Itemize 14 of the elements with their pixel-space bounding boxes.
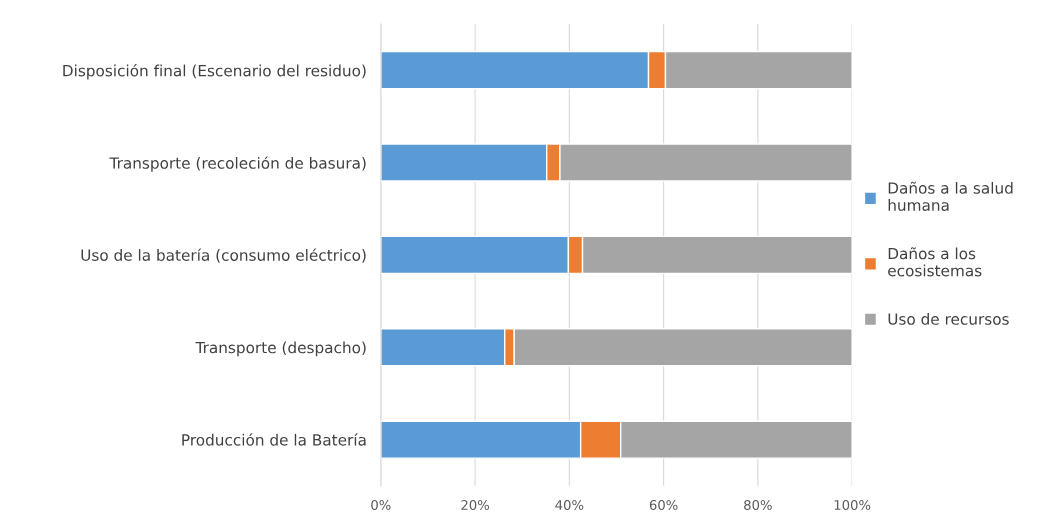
x-tick-label: 0%	[371, 499, 391, 510]
x-tick-label: 20%	[461, 499, 490, 510]
x-tick-label: 40%	[555, 499, 584, 510]
x-tick-label: 60%	[649, 499, 678, 510]
y-tick-label: Transporte (despacho)	[195, 341, 366, 357]
legend-label: Uso de recursos	[888, 312, 1009, 325]
x-tick-label: 80%	[744, 499, 772, 510]
y-tick-label: Transporte (recoleción de basura)	[109, 156, 366, 172]
y-tick-label: Producción de la Batería	[182, 433, 366, 446]
y-tick-label: Disposición final (Escenario del residuo)	[63, 63, 366, 80]
legend-label: Daños a los ecosistemas	[888, 247, 982, 277]
legend-label: Daños a la salud humana	[888, 181, 1013, 211]
y-tick-label: Uso de la batería (consumo eléctrico)	[81, 248, 366, 263]
x-tick-label: 100%	[834, 499, 871, 510]
